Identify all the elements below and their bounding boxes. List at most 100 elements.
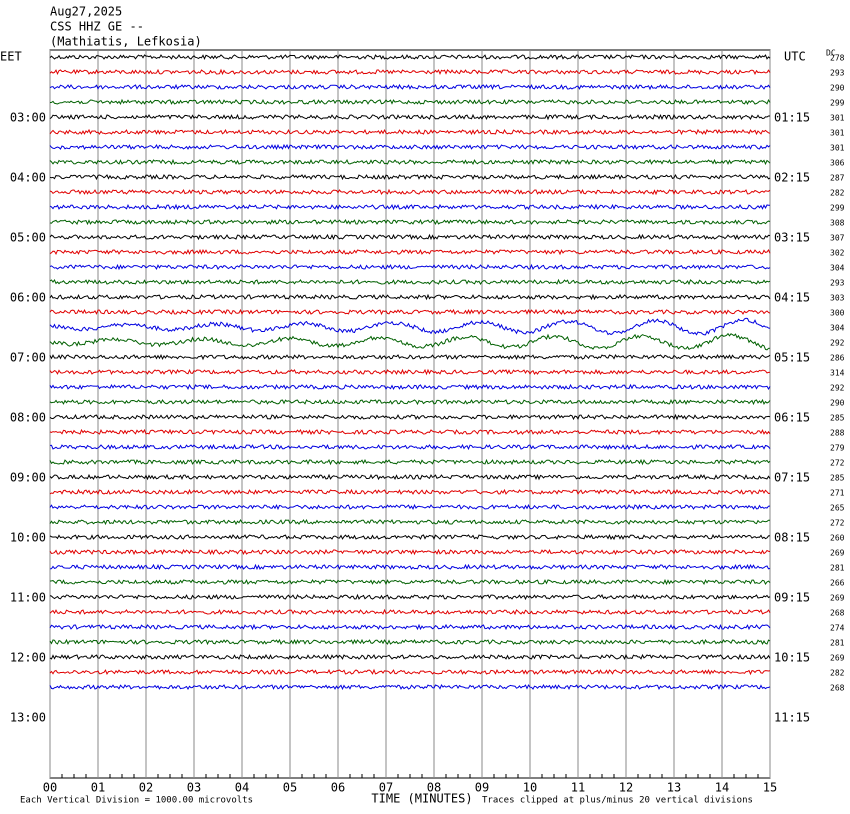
trace	[49, 263, 771, 271]
x-tick-label: 14	[715, 781, 729, 795]
trace	[49, 368, 771, 376]
trace	[49, 443, 771, 451]
x-tick-label: 05	[283, 781, 297, 795]
trace	[49, 113, 770, 121]
dc-value: 279	[830, 444, 845, 453]
trace	[49, 308, 771, 316]
left-hour-label: 06:00	[10, 291, 46, 305]
location: (Mathiatis, Lefkosia)	[50, 35, 202, 49]
trace	[49, 638, 771, 646]
trace	[49, 248, 771, 256]
trace	[49, 548, 771, 556]
dc-value: 269	[830, 654, 845, 663]
dc-value: 308	[830, 219, 845, 228]
dc-value: 271	[830, 489, 845, 498]
dc-value: 301	[830, 129, 845, 138]
trace	[49, 203, 770, 211]
dc-value: 265	[830, 504, 845, 513]
trace	[49, 173, 771, 181]
trace	[49, 683, 771, 691]
left-zone: EET	[0, 50, 22, 64]
dc-value: 272	[830, 459, 845, 468]
dc-value: 288	[830, 429, 845, 438]
right-hour-label: 04:15	[774, 291, 810, 305]
dc-value: 286	[830, 354, 845, 363]
dc-value: 300	[830, 309, 845, 318]
left-hour-label: 07:00	[10, 351, 46, 365]
left-hour-label: 08:00	[10, 411, 46, 425]
dc-value: 290	[830, 399, 845, 408]
footer-right: Traces clipped at plus/minus 20 vertical…	[482, 796, 753, 806]
right-hour-label: 01:15	[774, 111, 810, 125]
trace	[49, 428, 771, 436]
trace	[49, 488, 771, 496]
trace	[49, 473, 771, 481]
dc-value: 272	[830, 519, 845, 528]
trace	[49, 83, 771, 91]
right-hour-label: 11:15	[774, 711, 810, 725]
dc-value: 302	[830, 249, 845, 258]
dc-value: 285	[830, 474, 845, 483]
trace	[49, 413, 771, 421]
x-tick-label: 06	[331, 781, 345, 795]
x-tick-label: 02	[139, 781, 153, 795]
trace	[49, 503, 771, 511]
dc-value: 268	[830, 609, 845, 618]
dc-value: 282	[830, 189, 845, 198]
trace	[49, 188, 771, 196]
trace	[49, 278, 771, 286]
dc-value: 301	[830, 114, 845, 123]
dc-value: 281	[830, 564, 845, 573]
trace	[49, 317, 771, 336]
x-tick-label: 09	[475, 781, 489, 795]
dc-value: 266	[830, 579, 845, 588]
right-hour-label: 09:15	[774, 591, 810, 605]
right-hour-label: 07:15	[774, 471, 810, 485]
left-hour-label: 03:00	[10, 111, 46, 125]
trace	[49, 158, 771, 166]
dc-value: 293	[830, 69, 845, 78]
dc-value: 281	[830, 639, 845, 648]
trace	[49, 653, 771, 661]
trace	[49, 54, 771, 61]
dc-value: 301	[830, 144, 845, 153]
x-tick-label: 04	[235, 781, 249, 795]
dc-value: 306	[830, 159, 845, 168]
x-tick-label: 15	[763, 781, 777, 795]
trace	[49, 608, 771, 616]
dc-value: 274	[830, 624, 845, 633]
dc-value: 278	[830, 54, 845, 63]
x-tick-label: 00	[43, 781, 57, 795]
dc-value: 282	[830, 669, 845, 678]
trace	[49, 383, 771, 391]
x-tick-label: 03	[187, 781, 201, 795]
dc-value: 269	[830, 594, 845, 603]
left-hour-label: 09:00	[10, 471, 46, 485]
date: Aug27,2025	[50, 5, 122, 19]
right-hour-label: 03:15	[774, 231, 810, 245]
right-hour-label: 02:15	[774, 171, 810, 185]
trace	[49, 293, 771, 301]
dc-value: 299	[830, 99, 845, 108]
footer-left: Each Vertical Division = 1000.00 microvo…	[20, 796, 253, 806]
left-hour-label: 12:00	[10, 651, 46, 665]
trace	[49, 218, 771, 226]
trace	[49, 398, 771, 406]
left-hour-label: 13:00	[10, 711, 46, 725]
x-tick-label: 12	[619, 781, 633, 795]
dc-value: 299	[830, 204, 845, 213]
dc-value: 307	[830, 234, 845, 243]
dc-value: 293	[830, 279, 845, 288]
plot-frame	[49, 49, 771, 779]
x-tick-label: 01	[91, 781, 105, 795]
station: CSS HHZ GE --	[50, 20, 144, 34]
dc-value: 304	[830, 264, 845, 273]
trace	[49, 353, 771, 361]
trace	[49, 332, 771, 351]
x-tick-label: 08	[427, 781, 441, 795]
x-axis-title: TIME (MINUTES)	[371, 792, 472, 806]
left-hour-label: 10:00	[10, 531, 46, 545]
trace	[49, 518, 770, 526]
dc-value: 292	[830, 384, 845, 393]
